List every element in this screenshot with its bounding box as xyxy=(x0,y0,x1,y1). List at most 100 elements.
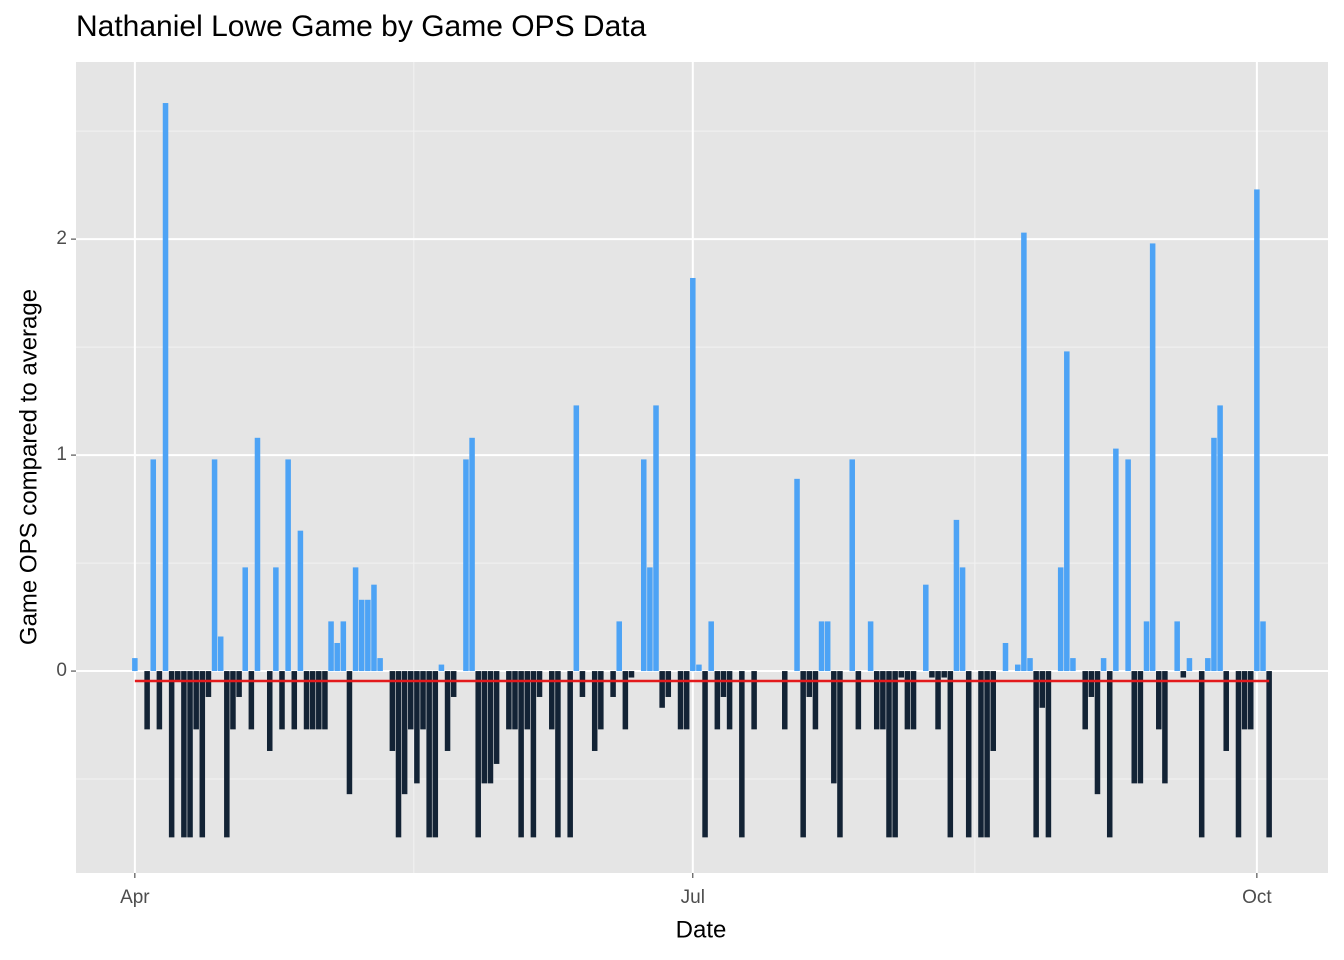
bar xyxy=(812,671,819,730)
bar xyxy=(831,671,837,784)
bar xyxy=(708,621,714,672)
bar xyxy=(696,664,702,672)
bar xyxy=(990,671,996,751)
bar xyxy=(1241,671,1248,730)
bar xyxy=(316,671,322,730)
bar xyxy=(1149,243,1156,672)
bar xyxy=(518,671,524,838)
bar xyxy=(346,671,353,795)
bar xyxy=(242,567,248,672)
bar xyxy=(205,671,212,697)
bar xyxy=(144,671,150,730)
bar xyxy=(444,671,451,751)
y-axis-label: Game OPS compared to average xyxy=(15,289,42,645)
bar xyxy=(224,671,230,838)
bar xyxy=(806,671,813,697)
bar xyxy=(432,671,439,838)
bar xyxy=(659,671,665,708)
bar xyxy=(978,671,984,838)
bar xyxy=(898,671,905,678)
bar xyxy=(285,459,291,672)
bar xyxy=(377,658,383,672)
bar xyxy=(175,671,181,682)
bar xyxy=(782,671,788,730)
bar xyxy=(371,584,377,672)
bar xyxy=(904,671,911,730)
bar xyxy=(266,671,273,751)
bar xyxy=(438,664,445,672)
bar xyxy=(628,671,635,678)
bar xyxy=(947,671,954,838)
bar xyxy=(463,459,469,672)
bar xyxy=(217,636,224,672)
bar xyxy=(886,671,892,838)
bar xyxy=(150,459,157,672)
bar xyxy=(690,277,696,672)
bar xyxy=(1027,658,1033,672)
bar xyxy=(1070,658,1076,672)
bar xyxy=(395,671,402,838)
bar xyxy=(1131,671,1138,784)
bar xyxy=(720,671,727,697)
bar xyxy=(751,671,757,730)
bar xyxy=(953,519,960,672)
bar xyxy=(199,671,206,838)
bar xyxy=(794,478,800,672)
bar xyxy=(1137,671,1144,784)
bar xyxy=(1033,671,1039,838)
bar xyxy=(297,530,304,672)
bar xyxy=(984,671,990,838)
bar xyxy=(1125,459,1131,672)
bar xyxy=(640,459,647,672)
bar xyxy=(665,671,672,697)
bar xyxy=(923,584,929,672)
bar xyxy=(420,671,426,730)
chart-title: Nathaniel Lowe Game by Game OPS Data xyxy=(76,10,647,43)
y-tick-label: 0 xyxy=(56,660,67,681)
bar xyxy=(622,671,629,730)
bar xyxy=(1180,671,1187,678)
bar xyxy=(1106,671,1113,838)
bar xyxy=(162,103,169,672)
bar xyxy=(818,621,825,672)
bar xyxy=(254,437,261,672)
bar xyxy=(230,671,236,730)
bar xyxy=(512,671,518,730)
bar xyxy=(475,671,481,838)
bar xyxy=(1247,671,1254,730)
bar xyxy=(598,671,604,730)
bar xyxy=(1015,664,1021,672)
bar xyxy=(211,459,218,672)
bar xyxy=(1100,658,1107,672)
bar xyxy=(493,671,500,764)
bar xyxy=(855,671,862,730)
bar xyxy=(309,671,316,730)
bar xyxy=(555,671,561,838)
bar xyxy=(1143,621,1150,672)
bar xyxy=(959,567,966,672)
bar xyxy=(328,621,334,672)
y-tick-label: 1 xyxy=(56,444,67,465)
bar xyxy=(591,671,598,751)
bar xyxy=(1039,671,1046,708)
bar xyxy=(536,671,543,697)
bar xyxy=(1254,189,1260,672)
bar xyxy=(1174,621,1180,672)
bar xyxy=(358,599,365,672)
bar xyxy=(469,437,475,672)
bar xyxy=(1021,232,1027,672)
bar xyxy=(1002,642,1009,672)
bar xyxy=(156,671,163,730)
bar xyxy=(1223,671,1229,751)
panel xyxy=(76,62,1328,873)
bar xyxy=(193,671,199,730)
bar xyxy=(800,671,806,838)
bar xyxy=(616,621,622,672)
bar xyxy=(340,621,347,672)
bar xyxy=(1217,405,1223,672)
bar xyxy=(1156,671,1162,730)
bar xyxy=(610,671,616,697)
bar xyxy=(181,671,187,838)
bar xyxy=(683,671,690,730)
